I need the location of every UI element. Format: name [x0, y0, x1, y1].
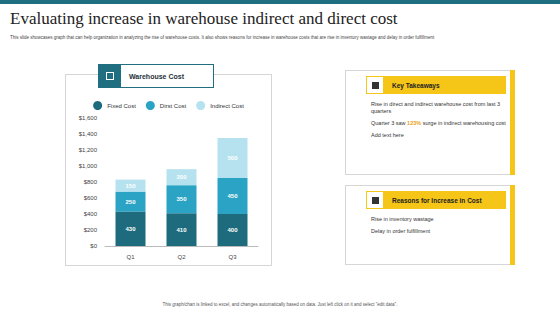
html-text:Rise in inventory wastage: Rise in inventory wastage — [371, 216, 434, 222]
svg-text:$200: $200 — [84, 227, 98, 233]
svg-text:$800: $800 — [84, 179, 98, 185]
svg-text:Indirect Cost: Indirect Cost — [210, 103, 244, 109]
svg-text:$1,400: $1,400 — [79, 131, 98, 137]
html-text:Reasons for Increase in Cost: Reasons for Increase in Cost — [392, 196, 482, 204]
svg-text:430: 430 — [125, 226, 136, 232]
html-text:Add text here: Add text here — [371, 132, 404, 138]
svg-text:Dirst Cost: Dirst Cost — [160, 103, 187, 109]
svg-text:$1,000: $1,000 — [79, 163, 98, 169]
svg-text:Q3: Q3 — [228, 254, 237, 260]
svg-text:350: 350 — [176, 196, 187, 202]
svg-text:250: 250 — [125, 199, 136, 205]
html-text:This slide showcases graph tha: This slide showcases graph that can help… — [10, 35, 435, 40]
html-text:Delay in order fulfillment: Delay in order fulfillment — [371, 228, 430, 234]
svg-text:450: 450 — [227, 193, 238, 199]
html-text:Evaluating increase in warehou: Evaluating increase in warehouse indirec… — [10, 9, 398, 28]
svg-text:410: 410 — [176, 227, 187, 233]
html-text:Warehouse Cost: Warehouse Cost — [129, 72, 184, 80]
svg-text:$0: $0 — [90, 243, 97, 249]
html-text:Rise in direct and indirect wa: Rise in direct and indirect warehouse co… — [371, 101, 500, 114]
svg-text:Q1: Q1 — [126, 254, 135, 260]
svg-text:$600: $600 — [84, 195, 98, 201]
svg-text:150: 150 — [125, 183, 136, 189]
svg-text:500: 500 — [227, 155, 238, 161]
svg-text:Q2: Q2 — [177, 254, 186, 260]
svg-text:200: 200 — [176, 174, 187, 180]
svg-text:$400: $400 — [84, 211, 98, 217]
html-text:Quarter 3 saw 123% surge in in: Quarter 3 saw 123% surge in indirect war… — [371, 120, 506, 126]
html-text:This graph/chart is linked to: This graph/chart is linked to excel, and… — [162, 302, 398, 307]
svg-text:$1,200: $1,200 — [79, 147, 98, 153]
svg-text:$1,600: $1,600 — [79, 115, 98, 121]
svg-text:400: 400 — [227, 227, 238, 233]
svg-text:Fixed Cost: Fixed Cost — [107, 103, 136, 109]
html-text:Key Takeaways: Key Takeaways — [392, 81, 440, 89]
